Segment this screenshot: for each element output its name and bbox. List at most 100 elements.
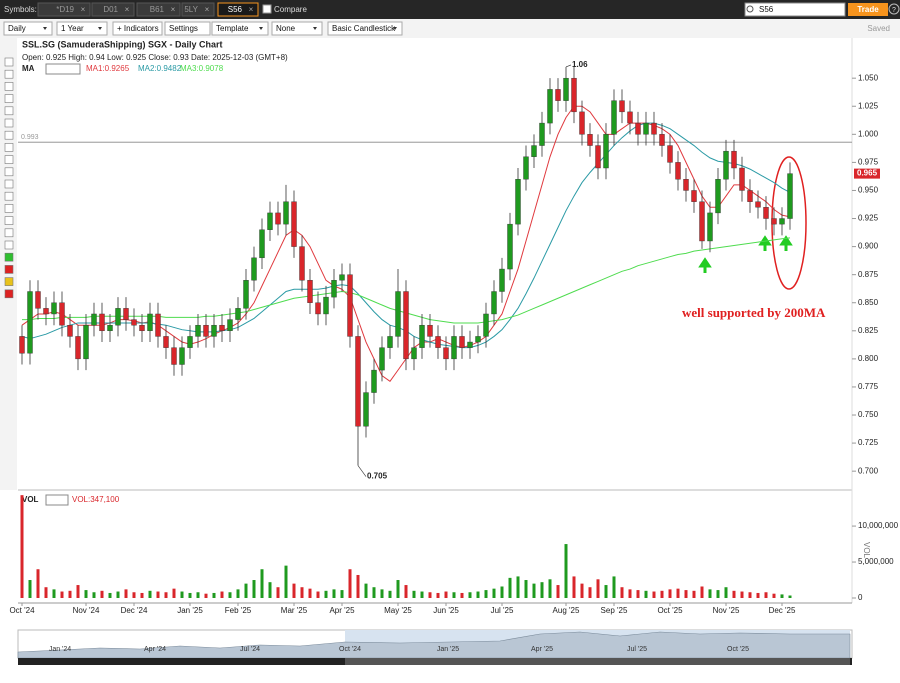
candle-body: [747, 190, 753, 202]
tool-icon[interactable]: [4, 240, 14, 250]
dropdown-label[interactable]: 1 Year: [61, 24, 84, 33]
volume-bar: [340, 590, 344, 598]
compare-label[interactable]: Compare: [274, 5, 307, 14]
candle-body: [115, 308, 121, 326]
tool-icon[interactable]: [4, 69, 14, 79]
candle-body: [291, 201, 297, 247]
tool-icon[interactable]: [4, 191, 14, 201]
tool-icon[interactable]: [4, 289, 14, 299]
x-tick-label: Oct '24: [9, 606, 35, 615]
dropdown-label[interactable]: Template: [216, 24, 249, 33]
candle-body: [315, 302, 321, 315]
tool-icon[interactable]: [4, 228, 14, 238]
symbol-tab[interactable]: [217, 2, 259, 17]
tool-icon[interactable]: [4, 94, 14, 103]
volume-bar: [500, 586, 504, 598]
candle-body: [531, 145, 537, 157]
volume-bar: [44, 587, 48, 598]
tool-icon[interactable]: [4, 106, 14, 116]
candle-body: [99, 313, 105, 332]
volume-bar: [164, 592, 168, 598]
dropdown-label[interactable]: None: [276, 24, 296, 33]
volume-bar: [116, 591, 120, 598]
dropdown-label[interactable]: Daily: [8, 24, 26, 33]
last-price-tag: [854, 168, 880, 179]
candle-body: [51, 302, 57, 315]
candle-body: [779, 218, 785, 225]
tool-icon[interactable]: [4, 252, 14, 262]
search-box[interactable]: [744, 2, 846, 17]
candle-body: [147, 313, 153, 332]
dropdown-label[interactable]: Settings: [169, 24, 198, 33]
tab-close: ×: [125, 5, 130, 14]
candle-body: [307, 280, 313, 303]
symbol-tab-label[interactable]: D01: [103, 5, 118, 14]
volume-bar: [132, 592, 136, 598]
tool-icon[interactable]: [4, 155, 14, 164]
symbol-tab[interactable]: [91, 2, 135, 17]
symbol-tab[interactable]: [37, 2, 91, 17]
tool-icon[interactable]: [4, 57, 14, 67]
dropdown[interactable]: [271, 21, 323, 36]
dropdown[interactable]: [211, 21, 269, 36]
volume-bar: [652, 591, 656, 598]
help-button[interactable]: [888, 3, 900, 15]
dropdown[interactable]: [164, 21, 211, 36]
volume-bar: [76, 585, 80, 598]
tool-icon[interactable]: [4, 130, 14, 140]
dropdown-label[interactable]: + Indicators: [117, 24, 159, 33]
volume-bar: [564, 544, 568, 598]
search-text[interactable]: S56: [759, 5, 774, 14]
y-tick-label: 0.700: [858, 466, 879, 475]
symbol-tab-label[interactable]: *D19: [56, 5, 74, 14]
candle-body: [195, 324, 201, 337]
tool-icon[interactable]: [4, 204, 14, 213]
ma-controls[interactable]: [45, 63, 81, 75]
tool-icon[interactable]: [4, 118, 14, 128]
tool-icon[interactable]: [4, 167, 14, 177]
volume-bar: [548, 579, 552, 598]
compare-checkbox[interactable]: [262, 4, 272, 14]
volume-value: VOL:347,100: [72, 495, 120, 504]
tool-icon[interactable]: [4, 143, 14, 152]
dropdown-caret: [43, 27, 47, 30]
tool-icon[interactable]: [4, 277, 14, 286]
candle-body: [491, 291, 497, 315]
volume-bar: [148, 590, 152, 598]
vol-controls[interactable]: [45, 494, 69, 506]
candle-body: [635, 122, 641, 135]
y-tick-label: 0.800: [858, 354, 879, 363]
tool-icon[interactable]: [4, 265, 14, 274]
symbol-tab-label[interactable]: B61: [150, 5, 165, 14]
tool-icon[interactable]: [4, 179, 14, 189]
dropdown-label[interactable]: Basic Candlestick: [332, 24, 396, 33]
volume-bar: [620, 587, 624, 598]
y-tick-label: 0.900: [858, 242, 879, 251]
dropdown[interactable]: [327, 21, 403, 36]
tool-icon[interactable]: [4, 216, 14, 225]
volume-bar: [524, 580, 528, 598]
y-tick-label: 0.875: [858, 270, 879, 279]
trade-label[interactable]: Trade: [857, 5, 879, 14]
dropdown[interactable]: [3, 21, 53, 36]
navigator-label: Apr '24: [144, 646, 166, 653]
dropdown[interactable]: [112, 21, 163, 36]
candle-body: [523, 156, 529, 180]
symbol-tab[interactable]: [136, 2, 181, 17]
symbol-tab[interactable]: [181, 2, 215, 17]
symbol-tab-label[interactable]: 5LY: [184, 5, 198, 14]
drawing-toolbar: [0, 38, 17, 490]
volume-bar: [28, 580, 32, 598]
dropdown[interactable]: [56, 21, 108, 36]
help-label[interactable]: ?: [892, 7, 896, 14]
tool-icon[interactable]: [4, 82, 14, 91]
candle-body: [419, 324, 425, 348]
trade-button[interactable]: [848, 3, 888, 16]
volume-bar: [580, 583, 584, 598]
y-tick-label: 0.775: [858, 382, 879, 391]
navigator-label: Jul '25: [627, 646, 647, 653]
volume-bar: [324, 590, 328, 598]
volume-bar: [732, 590, 736, 598]
symbol-tab-label[interactable]: S56: [228, 5, 243, 14]
navigator-thumb[interactable]: [345, 658, 850, 665]
